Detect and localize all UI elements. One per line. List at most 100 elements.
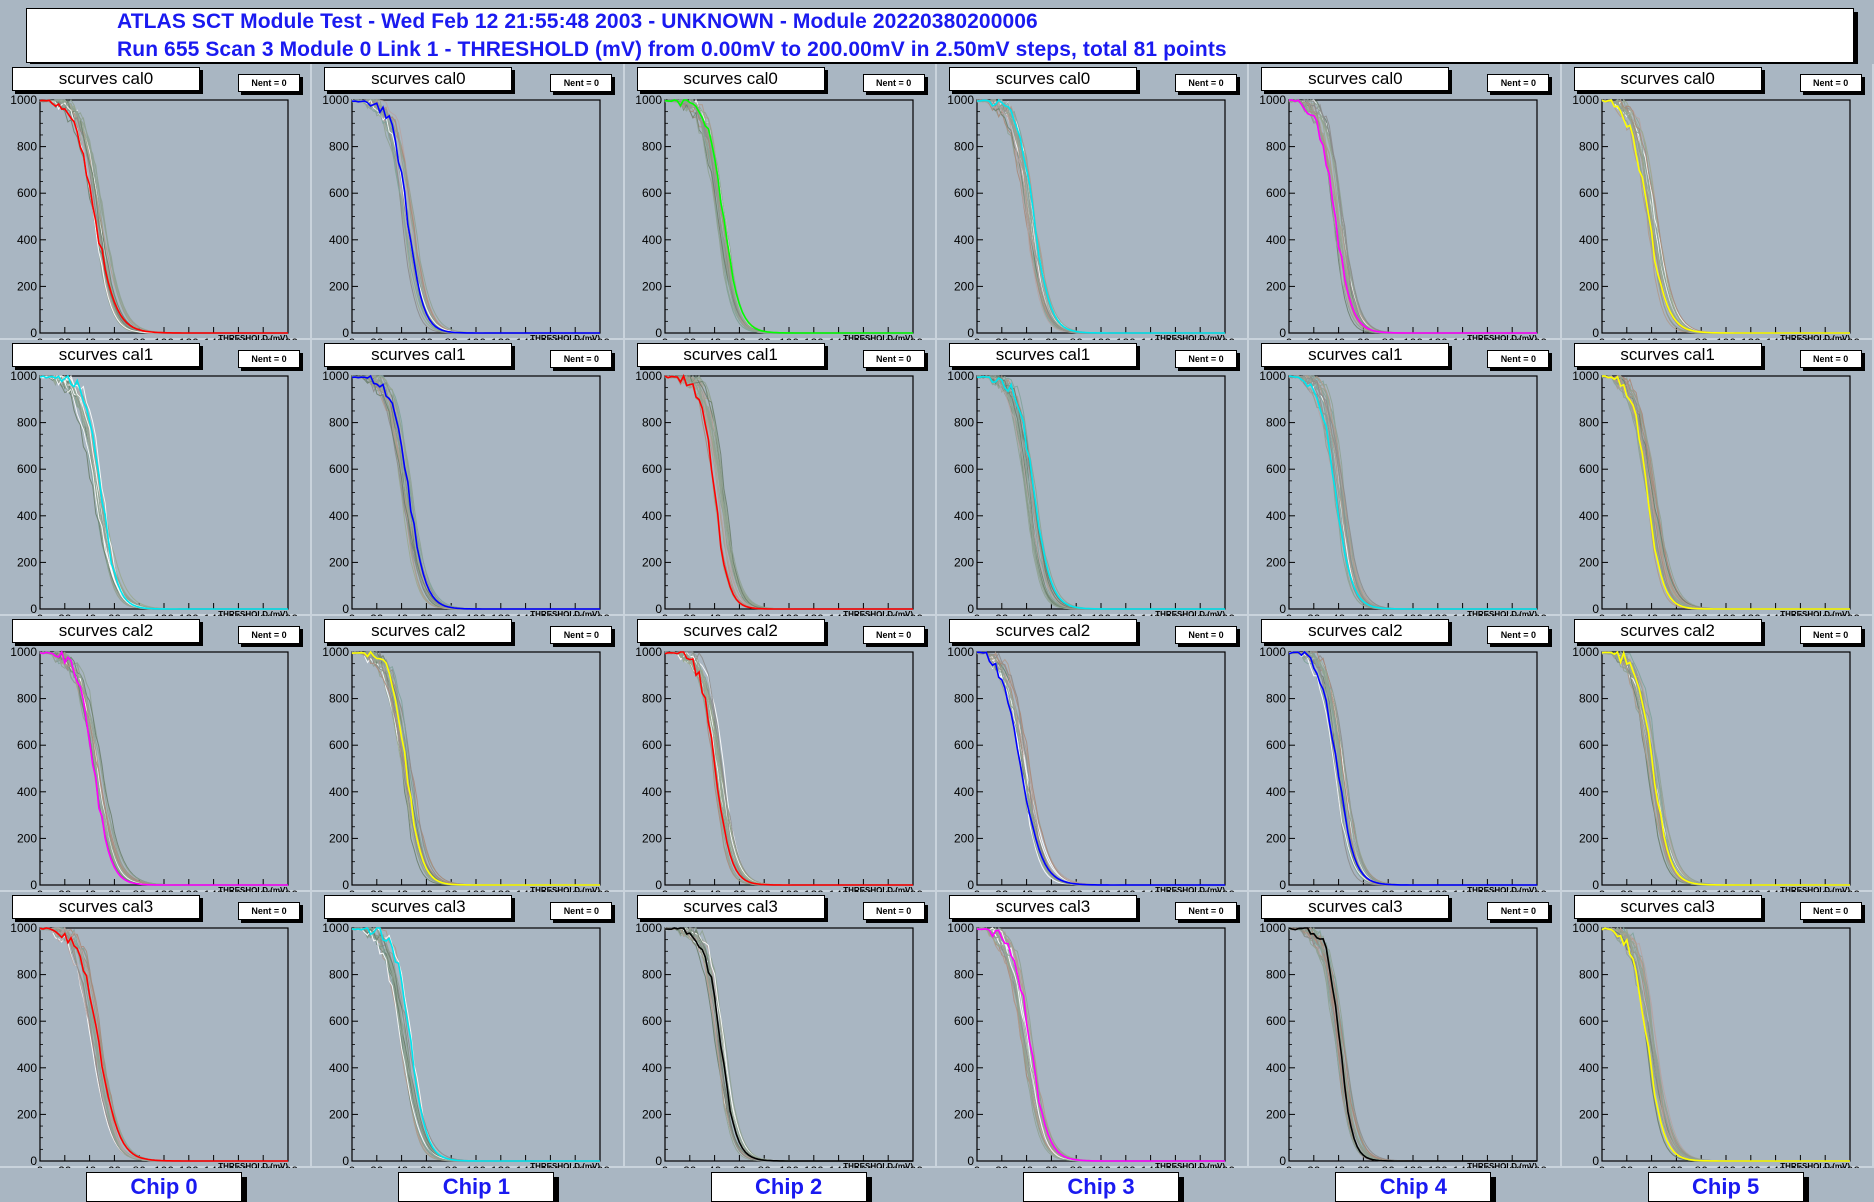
y-tick-label: 200 bbox=[1266, 1107, 1286, 1121]
y-tick-label: 400 bbox=[954, 785, 974, 799]
x-tick-label: 120 bbox=[179, 888, 199, 892]
x-tick-label: 100 bbox=[1091, 1164, 1111, 1168]
scurve-plot: 0 200 400 600 800 1000 0 20 40 60 80 100 120 140 160 18… bbox=[323, 93, 611, 340]
panel-title: scurves cal3 bbox=[949, 895, 1137, 919]
x-tick-label: 40 bbox=[1020, 612, 1034, 616]
stats-box: Nent = 0 bbox=[1799, 626, 1862, 644]
x-tick-label: 60 bbox=[108, 888, 122, 892]
panel-1-2: scurves cal2 Nent = 0 0 200 400 600 800 1000 0 20… bbox=[312, 616, 625, 892]
y-tick-label: 600 bbox=[1266, 186, 1286, 200]
y-tick-label: 400 bbox=[329, 509, 349, 523]
y-tick-label: 400 bbox=[17, 509, 37, 523]
x-axis-label: THRESHOLD (mV) bbox=[1468, 334, 1538, 340]
x-tick-label: 140 bbox=[1453, 612, 1473, 616]
x-tick-label: 60 bbox=[732, 888, 746, 892]
x-tick-label: 160 bbox=[1478, 612, 1498, 616]
x-axis-label: THRESHOLD (mV) bbox=[1468, 886, 1538, 892]
x-tick-label: 100 bbox=[1403, 612, 1423, 616]
x-tick-label: 60 bbox=[420, 336, 434, 340]
scurve-series bbox=[39, 375, 288, 610]
x-tick-label: 80 bbox=[1694, 336, 1708, 340]
y-tick-label: 1000 bbox=[1260, 645, 1287, 659]
scurve-series bbox=[1289, 99, 1538, 334]
panel-1-0: scurves cal0 Nent = 0 0 200 400 600 800 1000 0 20… bbox=[312, 64, 625, 340]
x-axis-label: THRESHOLD (mV) bbox=[1468, 1162, 1538, 1168]
panel-2-1: scurves cal1 Nent = 0 0 200 400 600 800 1000 0 20… bbox=[624, 340, 937, 616]
x-tick-label: 80 bbox=[1694, 612, 1708, 616]
x-tick-label: 180 bbox=[1190, 612, 1210, 616]
y-tick-label: 400 bbox=[642, 509, 662, 523]
x-tick-label: 120 bbox=[803, 612, 823, 616]
x-tick-label: 160 bbox=[1790, 1164, 1810, 1168]
x-tick-label: 20 bbox=[58, 888, 72, 892]
x-tick-label: 80 bbox=[757, 612, 771, 616]
y-tick-label: 1000 bbox=[635, 369, 662, 383]
stats-box: Nent = 0 bbox=[862, 626, 925, 644]
scurve-series bbox=[664, 927, 913, 1162]
y-tick-label: 0 bbox=[30, 1154, 37, 1168]
y-tick-label: 600 bbox=[642, 1014, 662, 1028]
y-tick-label: 0 bbox=[1280, 1154, 1287, 1168]
scurve-plot: 0 200 400 600 800 1000 0 20 40 60 80 100 120 140 160 18… bbox=[1572, 369, 1860, 616]
scurve-series bbox=[39, 375, 288, 610]
x-tick-label: 80 bbox=[1070, 888, 1084, 892]
x-tick-label: 120 bbox=[803, 1164, 823, 1168]
panel-1-3: scurves cal3 Nent = 0 0 200 400 600 800 1000 0 20… bbox=[312, 892, 625, 1168]
x-tick-label: 40 bbox=[395, 612, 409, 616]
x-tick-label: 80 bbox=[133, 612, 147, 616]
x-tick-label: 20 bbox=[1307, 1164, 1321, 1168]
y-tick-label: 200 bbox=[954, 555, 974, 569]
scurve-series bbox=[39, 374, 288, 610]
x-tick-label: 140 bbox=[516, 888, 536, 892]
x-tick-label: 120 bbox=[1428, 336, 1448, 340]
x-tick-label: 40 bbox=[1020, 888, 1034, 892]
scurve-series bbox=[976, 651, 1225, 886]
scurve-series bbox=[1289, 99, 1538, 334]
x-tick-label: 200 bbox=[1840, 336, 1860, 340]
y-tick-label: 1000 bbox=[10, 645, 37, 659]
x-tick-label: 200 bbox=[903, 888, 923, 892]
x-tick-label: 180 bbox=[253, 612, 273, 616]
x-tick-label: 60 bbox=[1669, 336, 1683, 340]
x-tick-label: 120 bbox=[1428, 612, 1448, 616]
scurve-series bbox=[1289, 99, 1538, 334]
scurve-series bbox=[1289, 99, 1538, 334]
scurve-series bbox=[1289, 100, 1538, 334]
scurve-series bbox=[664, 926, 913, 1162]
panel-title: scurves cal3 bbox=[1261, 895, 1450, 919]
y-tick-label: 800 bbox=[17, 140, 37, 154]
chip-labels: Chip 0 Chip 1 Chip 2 Chip 3 Chip 4 Chip 5 bbox=[0, 1170, 1874, 1202]
y-tick-label: 800 bbox=[954, 140, 974, 154]
x-tick-label: 160 bbox=[1790, 888, 1810, 892]
chip-label-2: Chip 2 bbox=[710, 1172, 867, 1202]
x-tick-label: 140 bbox=[204, 612, 224, 616]
scurve-series bbox=[664, 926, 913, 1162]
x-tick-label: 20 bbox=[58, 612, 72, 616]
stats-box: Nent = 0 bbox=[862, 350, 925, 368]
x-tick-label: 80 bbox=[133, 1164, 147, 1168]
stats-box: Nent = 0 bbox=[1799, 74, 1862, 92]
x-tick-label: 20 bbox=[683, 888, 697, 892]
y-tick-label: 400 bbox=[329, 1061, 349, 1075]
x-tick-label: 180 bbox=[253, 1164, 273, 1168]
x-tick-label: 180 bbox=[1503, 612, 1523, 616]
scurve-series bbox=[39, 374, 288, 610]
x-tick-label: 160 bbox=[1165, 612, 1185, 616]
y-tick-label: 400 bbox=[642, 1061, 662, 1075]
scurve-plot: 0 200 400 600 800 1000 0 20 40 60 80 100 120 140 160 18… bbox=[1260, 645, 1548, 892]
y-tick-label: 400 bbox=[329, 233, 349, 247]
x-tick-label: 100 bbox=[1716, 336, 1736, 340]
scurve-series bbox=[1601, 375, 1850, 610]
x-tick-label: 0 bbox=[661, 1164, 668, 1168]
panel-1-1: scurves cal1 Nent = 0 0 200 400 600 800 1000 0 20… bbox=[312, 340, 625, 616]
x-tick-label: 60 bbox=[1669, 888, 1683, 892]
x-tick-label: 180 bbox=[566, 612, 586, 616]
stats-box: Nent = 0 bbox=[1487, 902, 1550, 920]
y-tick-label: 400 bbox=[17, 233, 37, 247]
y-tick-label: 600 bbox=[954, 186, 974, 200]
y-tick-label: 600 bbox=[1579, 738, 1599, 752]
x-tick-label: 20 bbox=[683, 336, 697, 340]
y-tick-label: 400 bbox=[642, 233, 662, 247]
x-tick-label: 200 bbox=[278, 612, 298, 616]
y-tick-label: 800 bbox=[329, 692, 349, 706]
